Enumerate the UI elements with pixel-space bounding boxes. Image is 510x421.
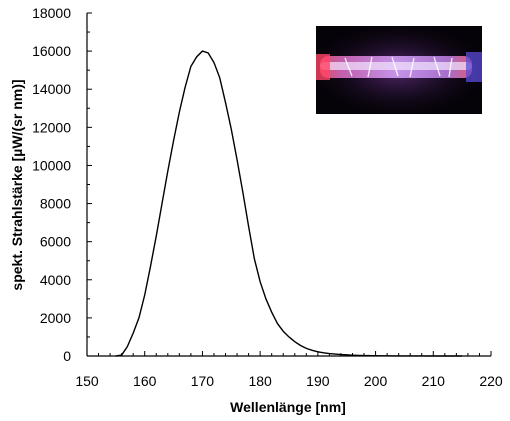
y-axis-title: spekt. Strahlstärke [µW/(sr nm)] [9,79,25,290]
x-tick-label: 200 [364,373,388,389]
x-axis-title: Wellenlänge [nm] [230,399,346,415]
x-tick-label: 210 [422,373,446,389]
y-tick-label: 10000 [32,157,71,173]
x-tick-label: 170 [191,373,215,389]
series-line [115,50,463,357]
inset-lamp-photo [316,26,482,114]
x-tick-label: 190 [306,373,330,389]
y-tick-label: 6000 [40,234,71,250]
x-tick-label: 150 [75,373,99,389]
y-tick-label: 18000 [32,5,71,21]
x-tick-label: 180 [248,373,272,389]
y-tick-label: 4000 [40,272,71,288]
y-tick-label: 16000 [32,43,71,59]
y-tick-label: 12000 [32,119,71,135]
y-tick-label: 0 [63,348,71,364]
y-tick-label: 8000 [40,196,71,212]
y-tick-label: 2000 [40,310,71,326]
x-tick-label: 220 [479,373,503,389]
y-axis-ticks: 0 2000 4000 6000 8000 10000 12000 14000 16000 180… [32,5,92,364]
x-axis-ticks: 150 160 170 180 190 200 210 220 [75,351,503,389]
y-tick-label: 14000 [32,81,71,97]
x-tick-label: 160 [133,373,157,389]
